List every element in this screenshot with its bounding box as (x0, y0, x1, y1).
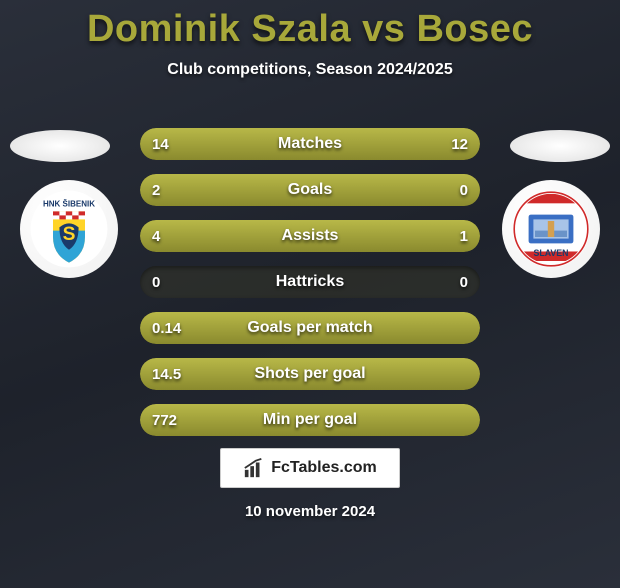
stat-label: Goals per match (140, 312, 480, 344)
chart-icon (243, 457, 265, 479)
ellipse-decoration-left (10, 130, 110, 162)
club-badge-left: HNK ŠIBENIK S (20, 180, 118, 278)
stat-label: Assists (140, 220, 480, 252)
slaven-crest-icon: 1907 SLAVEN (511, 189, 591, 269)
fctables-label: FcTables.com (271, 459, 377, 477)
stat-label: Goals (140, 174, 480, 206)
stat-value-right: 0 (460, 266, 468, 298)
svg-text:1907: 1907 (541, 203, 561, 213)
club-badge-right: 1907 SLAVEN (502, 180, 600, 278)
stat-value-right: 12 (451, 128, 468, 160)
svg-text:SLAVEN: SLAVEN (533, 248, 568, 258)
page-subtitle: Club competitions, Season 2024/2025 (0, 61, 620, 79)
fctables-logo: FcTables.com (220, 448, 400, 488)
stat-label: Min per goal (140, 404, 480, 436)
stat-label: Hattricks (140, 266, 480, 298)
svg-text:HNK ŠIBENIK: HNK ŠIBENIK (43, 200, 95, 209)
stat-value-right: 1 (460, 220, 468, 252)
stat-row: 2Goals0 (140, 174, 480, 206)
stat-label: Shots per goal (140, 358, 480, 390)
stat-value-right: 0 (460, 174, 468, 206)
stats-bars: 14Matches122Goals04Assists10Hattricks00.… (140, 128, 480, 450)
stat-row: 14.5Shots per goal (140, 358, 480, 390)
footer-date: 10 november 2024 (0, 503, 620, 520)
stat-label: Matches (140, 128, 480, 160)
stat-row: 0Hattricks0 (140, 266, 480, 298)
stat-row: 4Assists1 (140, 220, 480, 252)
page-title: Dominik Szala vs Bosec (0, 8, 620, 51)
ellipse-decoration-right (510, 130, 610, 162)
stat-row: 0.14Goals per match (140, 312, 480, 344)
stat-row: 14Matches12 (140, 128, 480, 160)
svg-text:S: S (63, 224, 76, 245)
sibenik-crest-icon: HNK ŠIBENIK S (29, 189, 109, 269)
stat-row: 772Min per goal (140, 404, 480, 436)
